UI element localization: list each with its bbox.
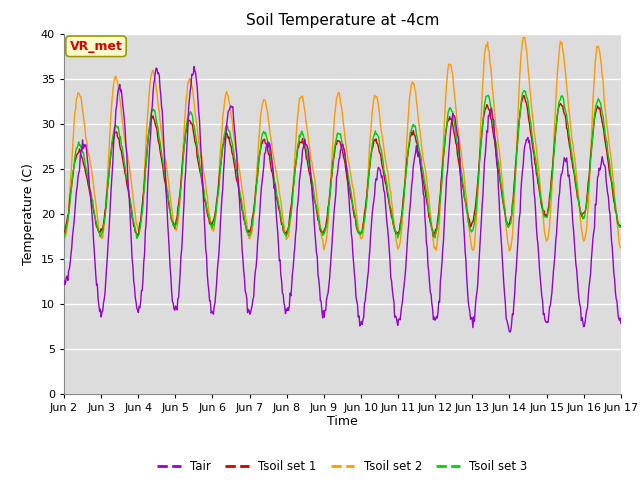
X-axis label: Time: Time — [327, 415, 358, 429]
Legend: Tair, Tsoil set 1, Tsoil set 2, Tsoil set 3: Tair, Tsoil set 1, Tsoil set 2, Tsoil se… — [152, 455, 532, 478]
Title: Soil Temperature at -4cm: Soil Temperature at -4cm — [246, 13, 439, 28]
Y-axis label: Temperature (C): Temperature (C) — [22, 163, 35, 264]
Text: VR_met: VR_met — [70, 40, 122, 53]
